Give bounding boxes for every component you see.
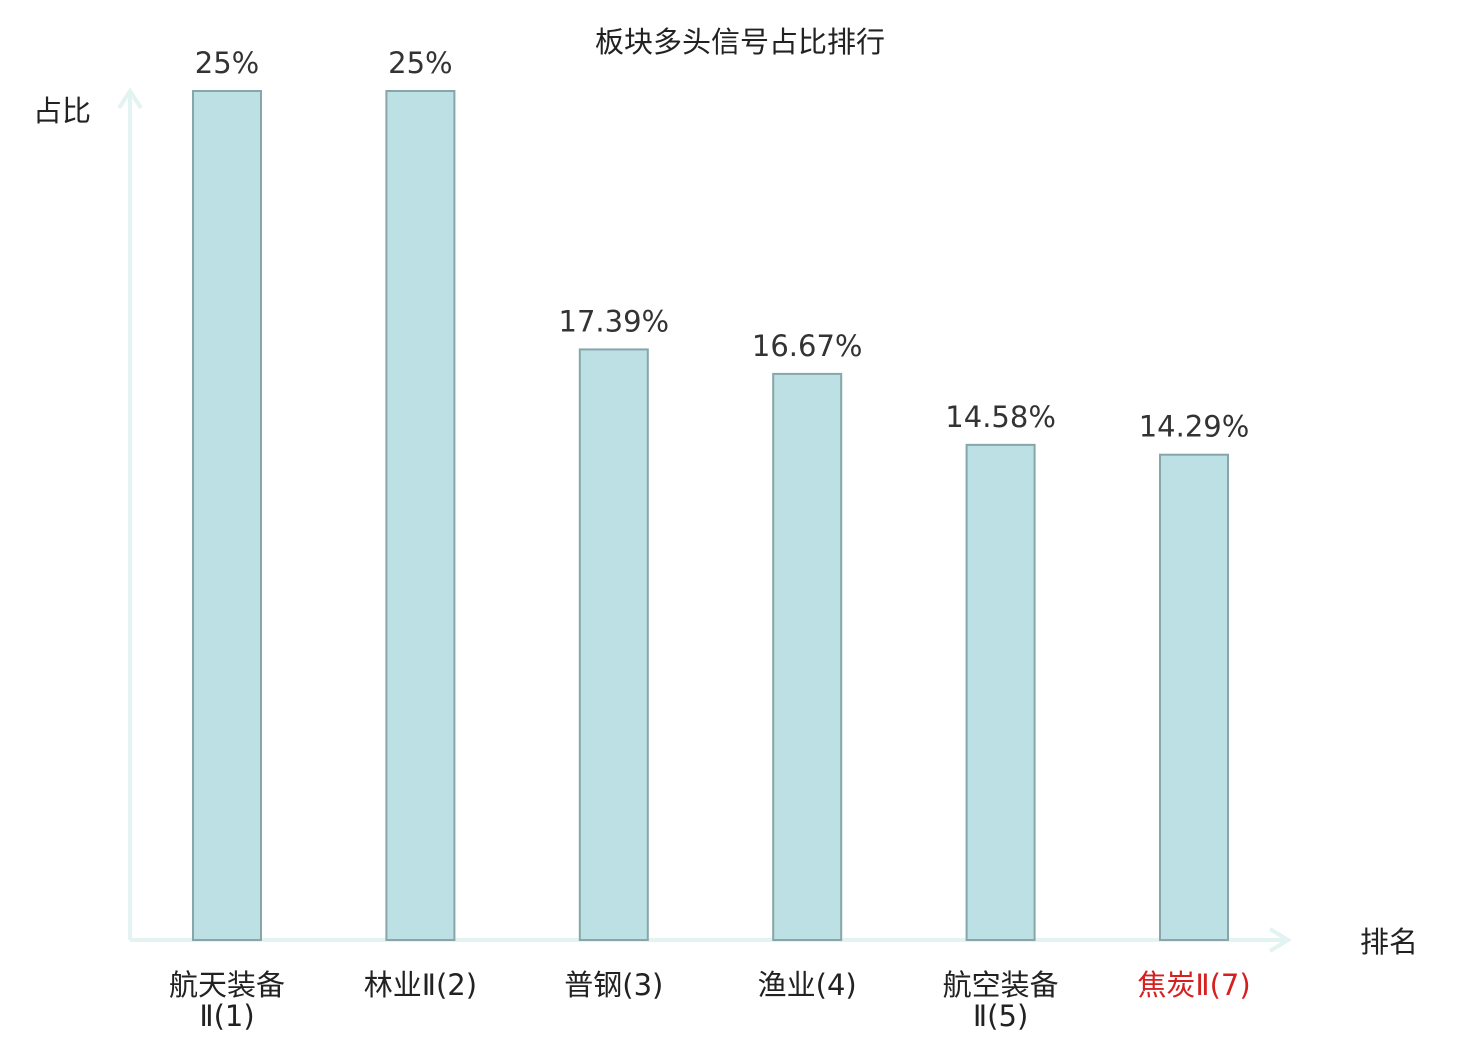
chart-title: 板块多头信号占比排行: [595, 25, 885, 59]
category-label-1-line-1: 航天装备: [169, 968, 285, 1002]
x-axis: [130, 927, 1292, 953]
x-axis-label: 排名: [1360, 925, 1418, 959]
category-label-6: 焦炭Ⅱ(7): [1137, 968, 1250, 1002]
category-label-5-line-2: Ⅱ(5): [973, 999, 1028, 1033]
bar-6: [1159, 453, 1229, 941]
value-labels-group: 25% 25% 17.39% 16.67% 14.58% 14.29%: [195, 46, 1250, 444]
bar-1: [192, 90, 262, 941]
bar-value-label-3: 17.39%: [559, 304, 670, 338]
bar-4: [772, 372, 843, 942]
bars-group: [192, 90, 1229, 942]
bar-5: [965, 443, 1036, 941]
y-axis-label: 占比: [33, 94, 91, 128]
bar-value-label-2: 25%: [388, 46, 452, 80]
category-label-1-line-2: Ⅱ(1): [199, 999, 254, 1033]
category-label-3: 普钢(3): [564, 968, 663, 1002]
bar-3: [578, 348, 649, 941]
category-label-5-line-1: 航空装备: [943, 968, 1059, 1002]
bar-2: [385, 90, 456, 941]
bar-value-label-5: 14.58%: [945, 400, 1056, 434]
category-label-4: 渔业(4): [758, 968, 857, 1002]
bar-value-label-1: 25%: [195, 46, 259, 80]
bar-value-label-4: 16.67%: [752, 329, 863, 363]
category-label-2: 林业Ⅱ(2): [364, 968, 477, 1002]
y-axis: [117, 87, 143, 940]
bar-value-label-6: 14.29%: [1139, 410, 1250, 444]
